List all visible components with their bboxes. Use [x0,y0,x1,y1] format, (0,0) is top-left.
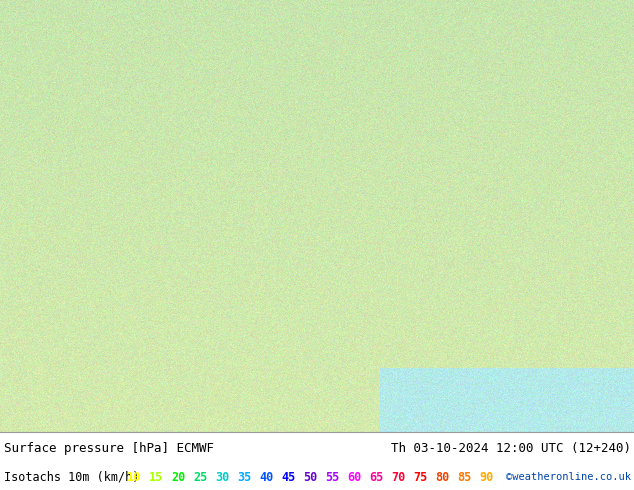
Text: 20: 20 [171,471,185,484]
Text: 30: 30 [215,471,230,484]
Text: Surface pressure [hPa] ECMWF: Surface pressure [hPa] ECMWF [4,442,214,455]
Text: 80: 80 [435,471,450,484]
Text: 70: 70 [391,471,405,484]
Text: Isotachs 10m (km/h): Isotachs 10m (km/h) [4,471,139,484]
Text: ©weatheronline.co.uk: ©weatheronline.co.uk [506,472,631,482]
Text: 90: 90 [479,471,493,484]
Text: Th 03-10-2024 12:00 UTC (12+240): Th 03-10-2024 12:00 UTC (12+240) [391,442,631,455]
Text: 50: 50 [303,471,317,484]
Text: 15: 15 [149,471,163,484]
Text: 75: 75 [413,471,427,484]
Text: 65: 65 [369,471,383,484]
Text: 25: 25 [193,471,207,484]
Text: 60: 60 [347,471,361,484]
Text: 40: 40 [259,471,273,484]
Text: 45: 45 [281,471,295,484]
Text: 10: 10 [127,471,141,484]
Text: 55: 55 [325,471,339,484]
Text: 85: 85 [457,471,471,484]
Text: 35: 35 [237,471,251,484]
